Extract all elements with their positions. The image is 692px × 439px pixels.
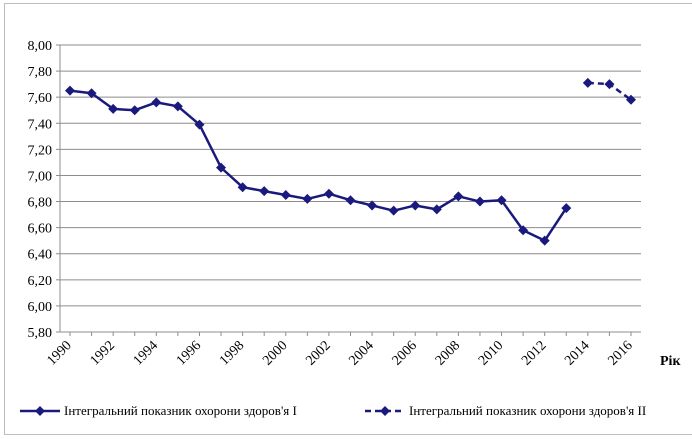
legend-marker-1 [35,406,45,416]
y-tick-label: 6,80 [28,196,53,211]
data-point [323,188,334,199]
data-point [518,225,529,236]
x-tick-label: 2002 [303,338,333,368]
y-tick-label: 7,00 [28,169,53,184]
y-tick-labels: 5,80 6,00 6,20 6,40 6,60 6,80 7,00 7,20 7,40 7,60… [28,39,53,341]
x-tick-labels: 1990 1992 1994 1996 1998 2000 2002 2004 2006 2008… [44,338,635,368]
data-point [345,195,356,206]
data-point [86,88,97,99]
x-tick-label: 1992 [88,338,118,368]
data-point [604,79,615,90]
data-point [129,105,140,116]
data-point [561,203,572,214]
legend-label-1: Інтегральний показник охорони здоров'я I [64,403,297,418]
data-point [431,204,442,215]
data-point [151,97,162,108]
x-axis-label: Рік [660,354,681,369]
data-point [367,200,378,211]
axes [56,44,641,336]
x-tick-label: 1998 [217,338,247,368]
y-tick-label: 7,20 [28,143,53,158]
data-point [216,162,227,173]
y-tick-label: 7,60 [28,91,53,106]
data-point [388,205,399,216]
y-tick-label: 6,40 [28,248,53,263]
data-point [280,190,291,201]
x-tick-label: 2004 [346,338,376,368]
data-point [172,101,183,112]
series-layer [65,77,636,246]
data-point [496,195,507,206]
legend-label-2: Інтегральний показник охорони здоров'я I… [409,403,646,418]
data-point [582,77,593,88]
x-tick-label: 2008 [433,338,463,368]
chart-border [4,3,692,435]
x-tick-label: 2006 [390,338,420,368]
data-point [237,182,248,193]
legend-marker-2 [380,406,390,416]
x-tick-label: 1990 [44,338,74,368]
x-tick-label: 2000 [260,338,290,368]
series-line-1 [69,89,568,242]
data-point [194,119,205,130]
legend: Інтегральний показник охорони здоров'я I… [20,403,646,418]
data-point [302,193,313,204]
x-tick-label: 2016 [605,338,635,368]
y-tick-label: 6,60 [28,222,53,237]
data-point [453,191,464,202]
y-tick-label: 8,00 [28,39,53,54]
x-tick-label: 1994 [131,338,161,368]
x-tick-label: 2012 [519,338,549,368]
grid-lines [60,44,641,307]
data-point [410,200,421,211]
data-point [65,85,75,96]
y-tick-label: 5,80 [28,326,53,341]
y-tick-label: 6,20 [28,274,53,289]
y-tick-label: 6,00 [28,300,53,315]
x-tick-label: 2010 [476,338,506,368]
y-tick-label: 7,80 [28,65,53,80]
data-point [108,103,119,114]
data-point [259,186,270,197]
data-point [626,94,636,105]
data-point [474,196,485,207]
x-tick-label: 1996 [174,338,204,368]
data-point [539,235,550,246]
y-tick-label: 7,40 [28,117,53,132]
x-tick-label: 2014 [562,338,592,368]
